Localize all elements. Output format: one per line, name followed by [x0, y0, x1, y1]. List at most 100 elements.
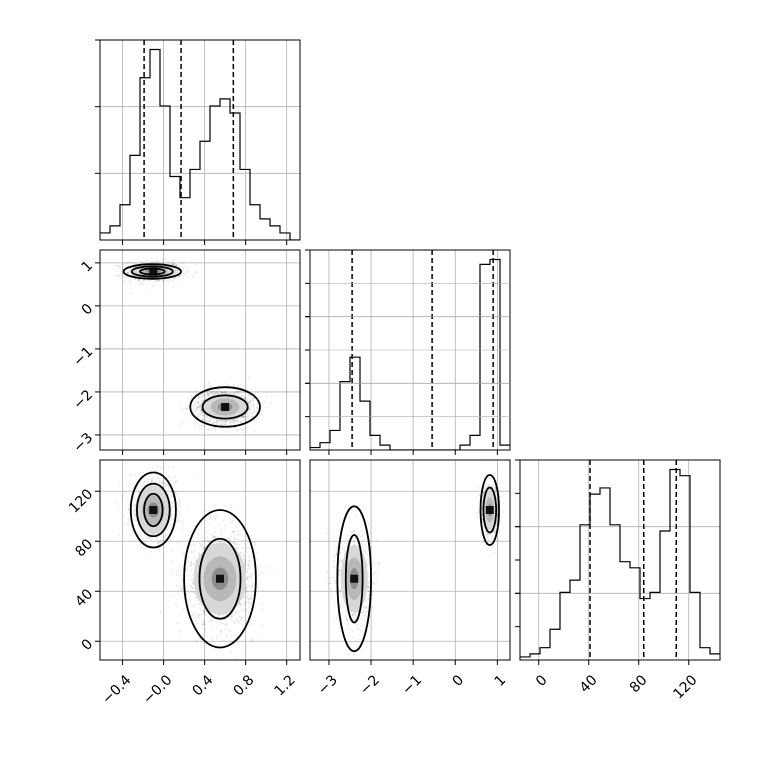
sample-point [250, 588, 252, 590]
sample-point [236, 549, 238, 551]
sample-point [122, 262, 124, 264]
sample-point [178, 504, 180, 506]
sample-point [257, 574, 259, 576]
sample-point [193, 406, 195, 408]
sample-point [156, 537, 158, 539]
sample-point [247, 572, 249, 574]
sample-point [151, 260, 153, 262]
sample-point [334, 605, 336, 607]
sample-point [202, 396, 204, 398]
sample-point [252, 412, 254, 414]
sample-point [188, 557, 190, 559]
sample-point [251, 561, 253, 563]
sample-point [218, 523, 220, 525]
sample-point [364, 611, 366, 613]
sample-point [237, 391, 239, 393]
sample-point [245, 539, 247, 541]
sample-point [157, 542, 159, 544]
sample-point [212, 421, 214, 423]
sample-point [182, 268, 184, 270]
sample-point [175, 585, 177, 587]
sample-point [233, 613, 235, 615]
sample-point [245, 563, 247, 565]
sample-point [143, 541, 145, 543]
sample-point [230, 651, 232, 653]
sample-point [247, 611, 249, 613]
sample-point [200, 537, 202, 539]
sample-point [187, 272, 189, 274]
sample-point [366, 554, 368, 556]
sample-point [157, 465, 159, 467]
sample-point [228, 537, 230, 539]
sample-point [211, 619, 213, 621]
sample-point [237, 548, 239, 550]
sample-point [204, 540, 206, 542]
sample-point [163, 481, 165, 483]
sample-point [118, 535, 120, 537]
sample-point [180, 633, 182, 635]
sample-point [250, 598, 252, 600]
sample-point [141, 485, 143, 487]
sample-point [165, 533, 167, 535]
sample-point [186, 407, 188, 409]
sample-point [244, 610, 246, 612]
sample-point [185, 409, 187, 411]
sample-point [221, 623, 223, 625]
sample-point [159, 541, 161, 543]
sample-point [190, 565, 192, 567]
sample-point [186, 270, 188, 272]
sample-point [186, 586, 188, 588]
sample-point [171, 280, 173, 282]
sample-point [196, 599, 198, 601]
sample-point [126, 277, 128, 279]
sample-point [250, 622, 252, 624]
sample-point [235, 612, 237, 614]
sample-point [233, 533, 235, 535]
sample-point [179, 614, 181, 616]
sample-point [261, 608, 263, 610]
sample-point [195, 390, 197, 392]
sample-point [213, 427, 215, 429]
sample-point [170, 539, 172, 541]
sample-point [252, 582, 254, 584]
sample-point [169, 261, 171, 263]
sample-point [179, 572, 181, 574]
sample-point [151, 258, 153, 260]
sample-point [254, 410, 256, 412]
sample-point [192, 591, 194, 593]
sample-point [246, 400, 248, 402]
sample-point [243, 429, 245, 431]
sample-point [194, 272, 196, 274]
sample-point [226, 624, 228, 626]
sample-point [124, 492, 126, 494]
sample-point [234, 521, 236, 523]
sample-point [250, 399, 252, 401]
sample-point [178, 570, 180, 572]
sample-point [175, 603, 177, 605]
sample-point [123, 276, 125, 278]
sample-point [207, 536, 209, 538]
sample-point [252, 414, 254, 416]
sample-point [235, 547, 237, 549]
sample-point [204, 419, 206, 421]
sample-point [177, 270, 179, 272]
sample-point [206, 416, 208, 418]
sample-point [186, 266, 188, 268]
sample-point [204, 611, 206, 613]
sample-point [238, 420, 240, 422]
sample-point [146, 540, 148, 542]
sample-point [247, 395, 249, 397]
sample-point [196, 408, 198, 410]
sample-point [208, 540, 210, 542]
sample-point [125, 263, 127, 265]
sample-point [123, 280, 125, 282]
sample-point [163, 539, 165, 541]
sample-point [139, 531, 141, 533]
sample-point [346, 628, 348, 630]
sample-point [240, 384, 242, 386]
sample-point [262, 625, 264, 627]
sample-point [199, 608, 201, 610]
sample-point [170, 495, 172, 497]
sample-point [179, 630, 181, 632]
sample-point [197, 537, 199, 539]
